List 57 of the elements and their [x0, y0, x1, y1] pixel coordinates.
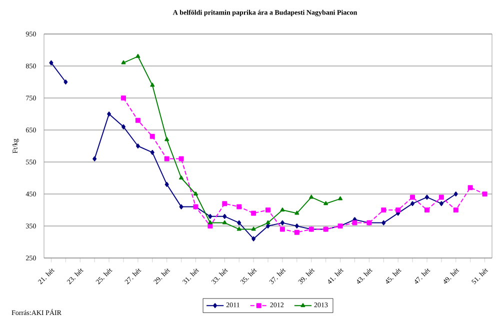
point	[164, 137, 170, 142]
point	[453, 208, 458, 212]
point	[222, 214, 227, 219]
point	[136, 54, 140, 58]
point	[236, 226, 242, 231]
point	[280, 220, 284, 226]
point	[252, 236, 256, 242]
point	[251, 210, 256, 216]
point	[424, 194, 429, 200]
point	[164, 182, 169, 187]
point	[309, 194, 314, 199]
point	[92, 156, 97, 162]
point	[454, 192, 458, 196]
point	[178, 156, 184, 162]
point	[194, 192, 198, 196]
point	[396, 208, 401, 212]
point	[208, 214, 212, 219]
point	[280, 226, 285, 232]
point	[150, 150, 154, 155]
point	[107, 112, 112, 116]
point	[179, 176, 184, 180]
point	[136, 144, 140, 149]
point	[222, 220, 227, 224]
point	[438, 194, 444, 200]
point	[294, 230, 300, 235]
point	[251, 226, 256, 231]
point	[410, 201, 415, 206]
point	[266, 208, 271, 212]
point	[121, 124, 126, 130]
point	[120, 96, 126, 101]
point	[294, 210, 300, 215]
point	[338, 196, 342, 200]
point	[150, 134, 155, 139]
point	[222, 201, 228, 206]
point	[237, 220, 242, 226]
point	[424, 208, 430, 212]
point	[482, 192, 488, 196]
point	[49, 60, 54, 66]
point	[352, 220, 358, 226]
point	[439, 201, 444, 206]
point	[164, 156, 170, 162]
point	[324, 201, 328, 206]
point	[410, 194, 416, 200]
point	[266, 224, 270, 228]
point	[64, 80, 68, 84]
point	[236, 204, 242, 210]
point	[150, 82, 155, 87]
point	[121, 60, 126, 64]
point	[135, 118, 140, 123]
point	[179, 204, 184, 210]
point	[468, 185, 473, 190]
point	[208, 220, 212, 224]
point	[266, 220, 270, 224]
point	[382, 220, 386, 226]
point	[294, 224, 299, 228]
point	[381, 208, 386, 212]
point	[280, 208, 285, 212]
